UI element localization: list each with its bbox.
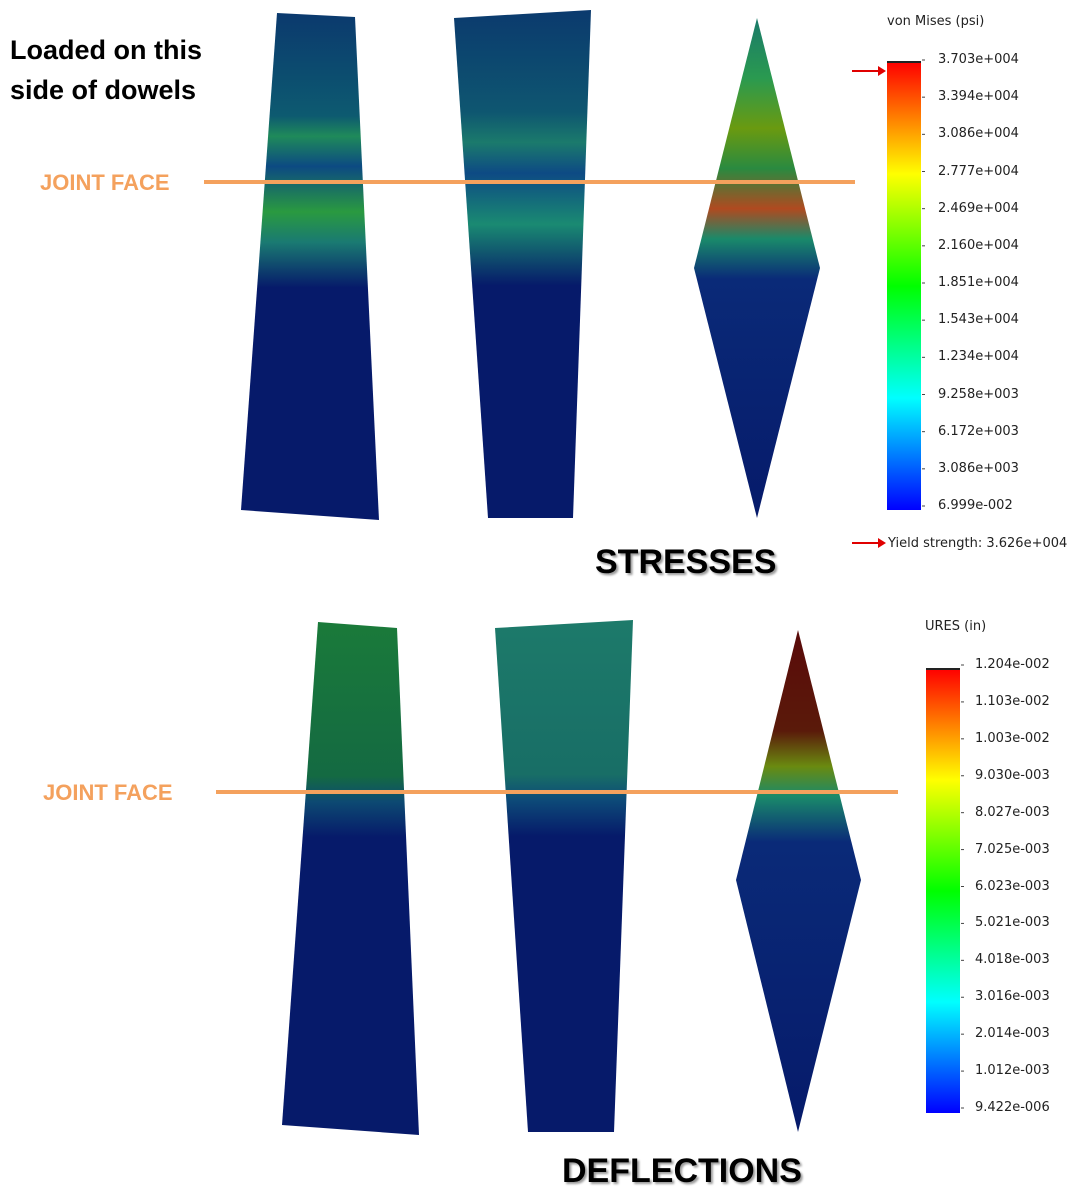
deflection-tick-label: 1.204e-002	[975, 657, 1050, 672]
stress-tick-label: 3.394e+004	[938, 89, 1019, 105]
joint-face-label-bottom: JOINT FACE	[43, 780, 173, 805]
deflection-tick-label: 1.103e-002	[975, 693, 1050, 709]
stress-tick-label: 1.543e+004	[938, 312, 1019, 328]
stress-tick-label: 3.086e+003	[938, 460, 1019, 476]
stress-tick-label: 2.469e+004	[938, 200, 1019, 216]
load-annotation-line2: side of dowels	[10, 75, 197, 105]
deflection-dowel-middle	[495, 620, 633, 1132]
deflection-tick-label: 9.030e-003	[975, 767, 1050, 783]
stresses-title: STRESSES	[595, 543, 777, 581]
deflection-tick-label: 5.021e-003	[975, 915, 1050, 931]
deflection-tick-label: 7.025e-003	[975, 841, 1050, 857]
load-annotation: Loaded on this side of dowels	[10, 30, 250, 110]
stress-dowel-middle	[454, 10, 591, 518]
deflection-colorbar	[926, 669, 960, 1113]
stress-tick-label: 3.086e+004	[938, 126, 1019, 142]
deflection-tick-label: 9.422e-006	[975, 1100, 1050, 1115]
deflection-tick-label: 6.023e-003	[975, 878, 1050, 894]
yield-strength-label: Yield strength: 3.626e+004	[888, 536, 1068, 551]
stress-tick-label: 2.777e+004	[938, 163, 1019, 179]
joint-face-label-top: JOINT FACE	[40, 170, 170, 195]
deflection-dowel-diamond	[736, 630, 861, 1132]
stress-tick-label: 6.999e-002	[938, 498, 1013, 513]
stress-tick-label: 1.234e+004	[938, 349, 1019, 365]
deflections-title: DEFLECTIONS	[562, 1152, 802, 1190]
deflection-tick-label: 1.003e-002	[975, 730, 1050, 746]
deflection-tick-label: 1.012e-003	[975, 1063, 1050, 1079]
stress-colorbar-ticks	[922, 59, 925, 507]
stress-tick-label: 6.172e+003	[938, 423, 1019, 439]
stress-dowel-left	[241, 13, 379, 520]
stress-tick-label: 9.258e+003	[938, 386, 1019, 402]
deflection-tick-label: 3.016e-003	[975, 989, 1050, 1005]
deflection-dowel-left	[282, 622, 419, 1135]
deflection-colorbar-ticks	[961, 664, 964, 1109]
stress-dowel-diamond	[694, 18, 820, 518]
yield-legend-arrow-icon	[852, 538, 886, 548]
stress-colorbar	[887, 62, 921, 510]
stress-tick-label: 1.851e+004	[938, 275, 1019, 290]
deflection-tick-label: 8.027e-003	[975, 804, 1050, 820]
stress-legend-title: von Mises (psi)	[887, 14, 985, 29]
deflection-legend-title: URES (in)	[925, 619, 987, 634]
yield-marker-arrow-icon	[852, 66, 886, 76]
stress-tick-label: 2.160e+004	[938, 237, 1019, 253]
load-annotation-line1: Loaded on this	[10, 35, 202, 65]
stress-tick-label: 3.703e+004	[938, 52, 1019, 67]
deflection-tick-label: 2.014e-003	[975, 1026, 1050, 1042]
deflection-tick-label: 4.018e-003	[975, 952, 1050, 968]
